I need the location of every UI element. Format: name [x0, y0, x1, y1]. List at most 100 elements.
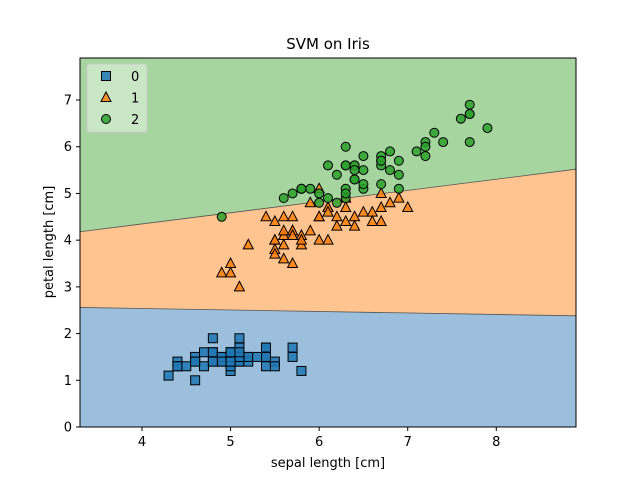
- y-tick-label: 3: [64, 280, 72, 295]
- data-point-class-0: [199, 347, 209, 358]
- x-tick-label: 5: [226, 435, 234, 450]
- data-point-class-2: [305, 183, 316, 194]
- data-point-class-0: [269, 361, 280, 372]
- data-point-class-2: [323, 193, 333, 204]
- data-point-class-2: [323, 160, 333, 171]
- x-tick-label: 6: [315, 435, 323, 450]
- data-point-class-0: [234, 347, 245, 358]
- data-point-class-0: [163, 370, 174, 381]
- legend-marker-2: [101, 114, 111, 124]
- data-point-class-2: [340, 141, 351, 152]
- data-point-class-0: [261, 342, 271, 353]
- data-point-class-2: [314, 197, 325, 208]
- data-point-class-2: [358, 179, 369, 190]
- data-point-class-0: [287, 351, 298, 362]
- data-point-class-1: [242, 238, 255, 250]
- data-point-class-0: [234, 333, 245, 344]
- data-point-class-1: [375, 186, 387, 198]
- data-point-class-1: [331, 219, 343, 231]
- data-point-class-2: [331, 169, 342, 180]
- data-point-class-1: [322, 205, 334, 217]
- data-point-class-1: [277, 210, 290, 222]
- data-point-class-1: [277, 252, 290, 264]
- data-point-class-2: [314, 188, 325, 199]
- data-point-class-1: [269, 233, 281, 245]
- data-point-class-2: [411, 146, 422, 157]
- legend-marker-1: [100, 90, 112, 102]
- data-point-class-2: [296, 183, 307, 194]
- data-point-class-2: [376, 179, 387, 190]
- data-point-class-1: [384, 196, 396, 208]
- y-tick-label: 1: [64, 374, 72, 389]
- data-point-class-0: [172, 361, 183, 372]
- data-point-class-2: [376, 155, 387, 166]
- data-point-class-0: [207, 347, 218, 358]
- x-tick-label: 7: [404, 435, 412, 450]
- legend-label: 1: [131, 92, 139, 107]
- data-point-class-1: [366, 214, 379, 226]
- data-point-class-2: [464, 99, 475, 110]
- data-point-class-2: [393, 169, 404, 180]
- legend-label: 2: [131, 113, 139, 128]
- data-point-class-1: [304, 196, 317, 208]
- data-point-class-1: [304, 224, 317, 236]
- y-tick-label: 7: [64, 94, 72, 109]
- data-point-class-1: [322, 233, 334, 245]
- data-point-class-2: [331, 197, 342, 208]
- legend: 0 1 2: [86, 63, 148, 133]
- data-point-class-0: [296, 365, 307, 376]
- chart-title: SVM on Iris: [286, 35, 370, 53]
- data-point-class-2: [438, 137, 449, 148]
- data-point-class-0: [216, 356, 227, 367]
- data-point-class-1: [233, 280, 246, 292]
- data-point-class-2: [393, 183, 404, 194]
- data-point-class-1: [269, 247, 281, 259]
- y-tick-label: 5: [64, 187, 72, 202]
- scatter-points: [163, 99, 493, 386]
- data-point-class-1: [375, 214, 387, 226]
- y-tick-label: 4: [64, 234, 72, 249]
- region-class-0: [80, 307, 576, 427]
- data-point-class-2: [464, 137, 475, 148]
- x-tick-label: 8: [492, 435, 500, 450]
- data-point-class-1: [401, 200, 414, 212]
- data-point-class-2: [216, 211, 227, 222]
- data-point-class-1: [375, 200, 387, 212]
- data-point-class-1: [277, 224, 290, 236]
- data-point-class-1: [357, 205, 370, 217]
- data-point-class-0: [190, 375, 201, 386]
- data-point-class-1: [215, 266, 228, 278]
- data-point-class-2: [420, 141, 431, 152]
- data-point-class-1: [339, 214, 352, 226]
- data-point-class-0: [190, 356, 201, 367]
- data-point-class-2: [278, 193, 289, 204]
- y-axis: 0 1 2 3 4 5 6 7: [64, 94, 80, 436]
- data-point-class-2: [287, 188, 298, 199]
- data-point-class-2: [385, 165, 395, 176]
- data-point-class-1: [286, 228, 299, 240]
- data-point-class-2: [349, 165, 360, 176]
- x-axis-label: sepal length [cm]: [271, 456, 385, 471]
- data-point-class-2: [358, 151, 369, 162]
- legend-label: 0: [131, 70, 139, 85]
- data-point-class-0: [207, 333, 218, 344]
- data-point-class-0: [261, 361, 271, 372]
- data-point-class-2: [464, 109, 475, 120]
- y-tick-label: 0: [64, 421, 72, 436]
- y-tick-label: 6: [64, 140, 72, 155]
- data-point-class-1: [269, 214, 281, 226]
- legend-marker-0: [101, 71, 111, 81]
- data-point-class-0: [199, 361, 209, 372]
- data-point-class-0: [225, 356, 236, 367]
- data-point-class-2: [340, 160, 351, 171]
- data-point-class-2: [385, 146, 395, 157]
- data-point-class-1: [393, 191, 405, 203]
- data-point-class-0: [252, 351, 263, 362]
- data-point-class-1: [286, 256, 299, 269]
- data-point-class-1: [313, 233, 325, 245]
- data-point-class-0: [261, 351, 271, 362]
- data-point-class-1: [260, 210, 272, 222]
- data-point-class-0: [287, 342, 298, 353]
- y-axis-label: petal length [cm]: [42, 186, 57, 299]
